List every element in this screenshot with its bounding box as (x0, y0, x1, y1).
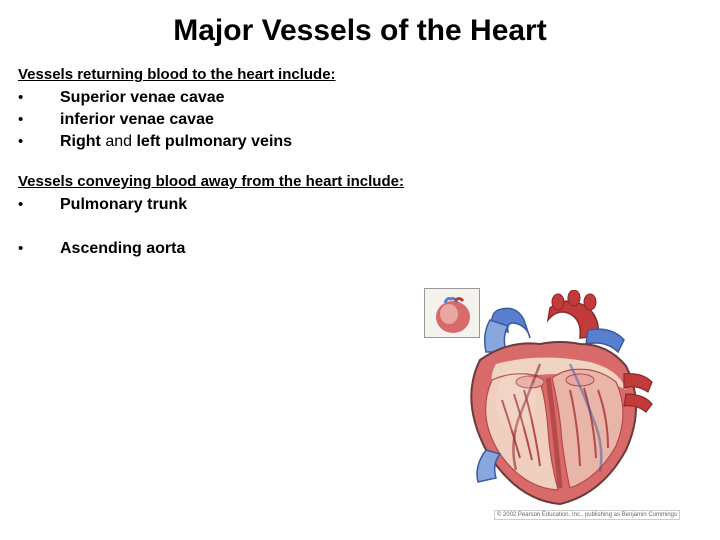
section2-heading: Vessels conveying blood away from the he… (18, 173, 428, 190)
item-text: Right and left pulmonary veins (60, 133, 292, 151)
heart-illustration: © 2002 Pearson Education, Inc., publishi… (420, 290, 680, 520)
list-item: • Ascending aorta (18, 240, 702, 258)
item-text-bold: left pulmonary veins (136, 133, 292, 150)
list-item: • inferior venae cavae (18, 111, 702, 129)
item-text: Pulmonary trunk (60, 196, 187, 214)
list-item: • Right and left pulmonary veins (18, 133, 702, 151)
list-item: • Pulmonary trunk (18, 196, 702, 214)
bullet: • (18, 111, 60, 128)
item-text: Ascending aorta (60, 240, 185, 258)
item-text: Superior venae cavae (60, 89, 225, 107)
bullet: • (18, 240, 60, 257)
content-area: Vessels returning blood to the heart inc… (0, 66, 720, 258)
item-text-normal: and (101, 133, 137, 150)
bullet: • (18, 196, 60, 213)
heart-thumbnail (424, 288, 480, 338)
section1-heading: Vessels returning blood to the heart inc… (18, 66, 702, 83)
slide-title: Major Vessels of the Heart (0, 0, 720, 66)
bullet: • (18, 89, 60, 106)
image-copyright: © 2002 Pearson Education, Inc., publishi… (494, 510, 680, 520)
list-item: • Superior venae cavae (18, 89, 702, 107)
bullet: • (18, 133, 60, 150)
item-text-bold: Right (60, 133, 101, 150)
item-text: inferior venae cavae (60, 111, 214, 129)
